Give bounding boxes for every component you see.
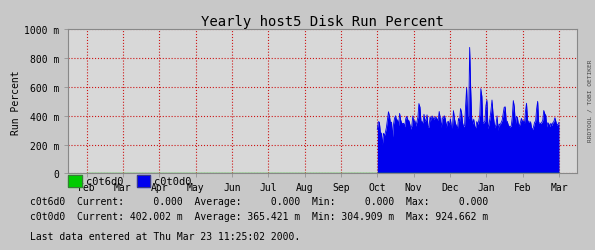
Title: Yearly host5 Disk Run Percent: Yearly host5 Disk Run Percent [201,15,444,29]
Text: c0t6d0: c0t6d0 [86,176,123,186]
Text: Last data entered at Thu Mar 23 11:25:02 2000.: Last data entered at Thu Mar 23 11:25:02… [30,231,300,241]
Text: RRDTOOL / TOBI OETIKER: RRDTOOL / TOBI OETIKER [588,59,593,141]
Text: c0t0d0  Current: 402.002 m  Average: 365.421 m  Min: 304.909 m  Max: 924.662 m: c0t0d0 Current: 402.002 m Average: 365.4… [30,211,488,221]
Text: c0t6d0  Current:     0.000  Average:     0.000  Min:     0.000  Max:     0.000: c0t6d0 Current: 0.000 Average: 0.000 Min… [30,196,488,206]
Y-axis label: Run Percent: Run Percent [11,70,21,134]
Text: c0t0d0: c0t0d0 [154,176,192,186]
